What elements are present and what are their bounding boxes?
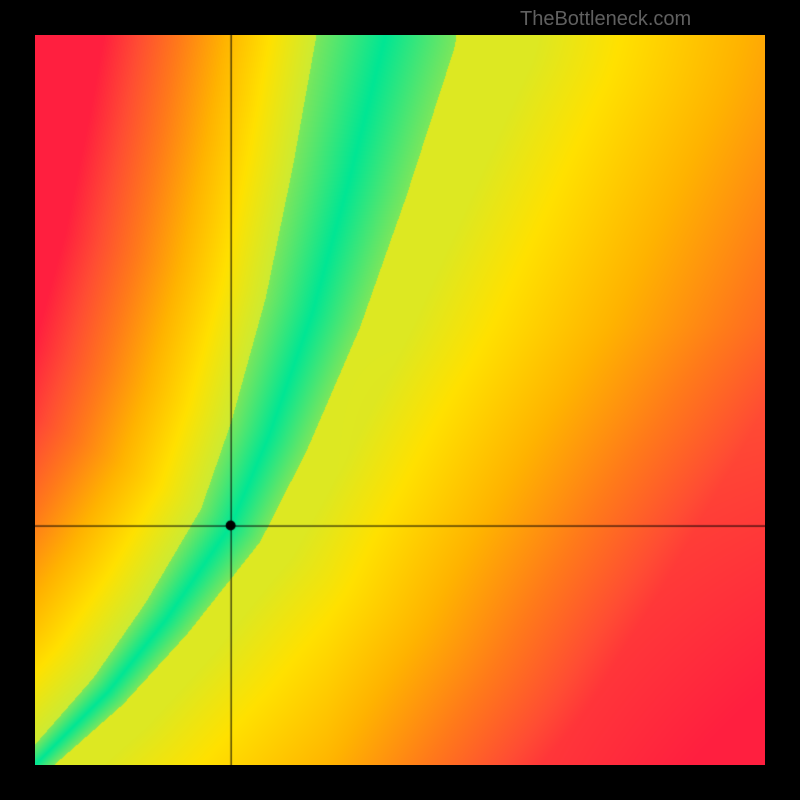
bottleneck-heatmap [35, 35, 765, 765]
chart-container: TheBottleneck.com [0, 0, 800, 800]
plot-area [35, 35, 765, 765]
watermark-text: TheBottleneck.com [520, 8, 691, 31]
